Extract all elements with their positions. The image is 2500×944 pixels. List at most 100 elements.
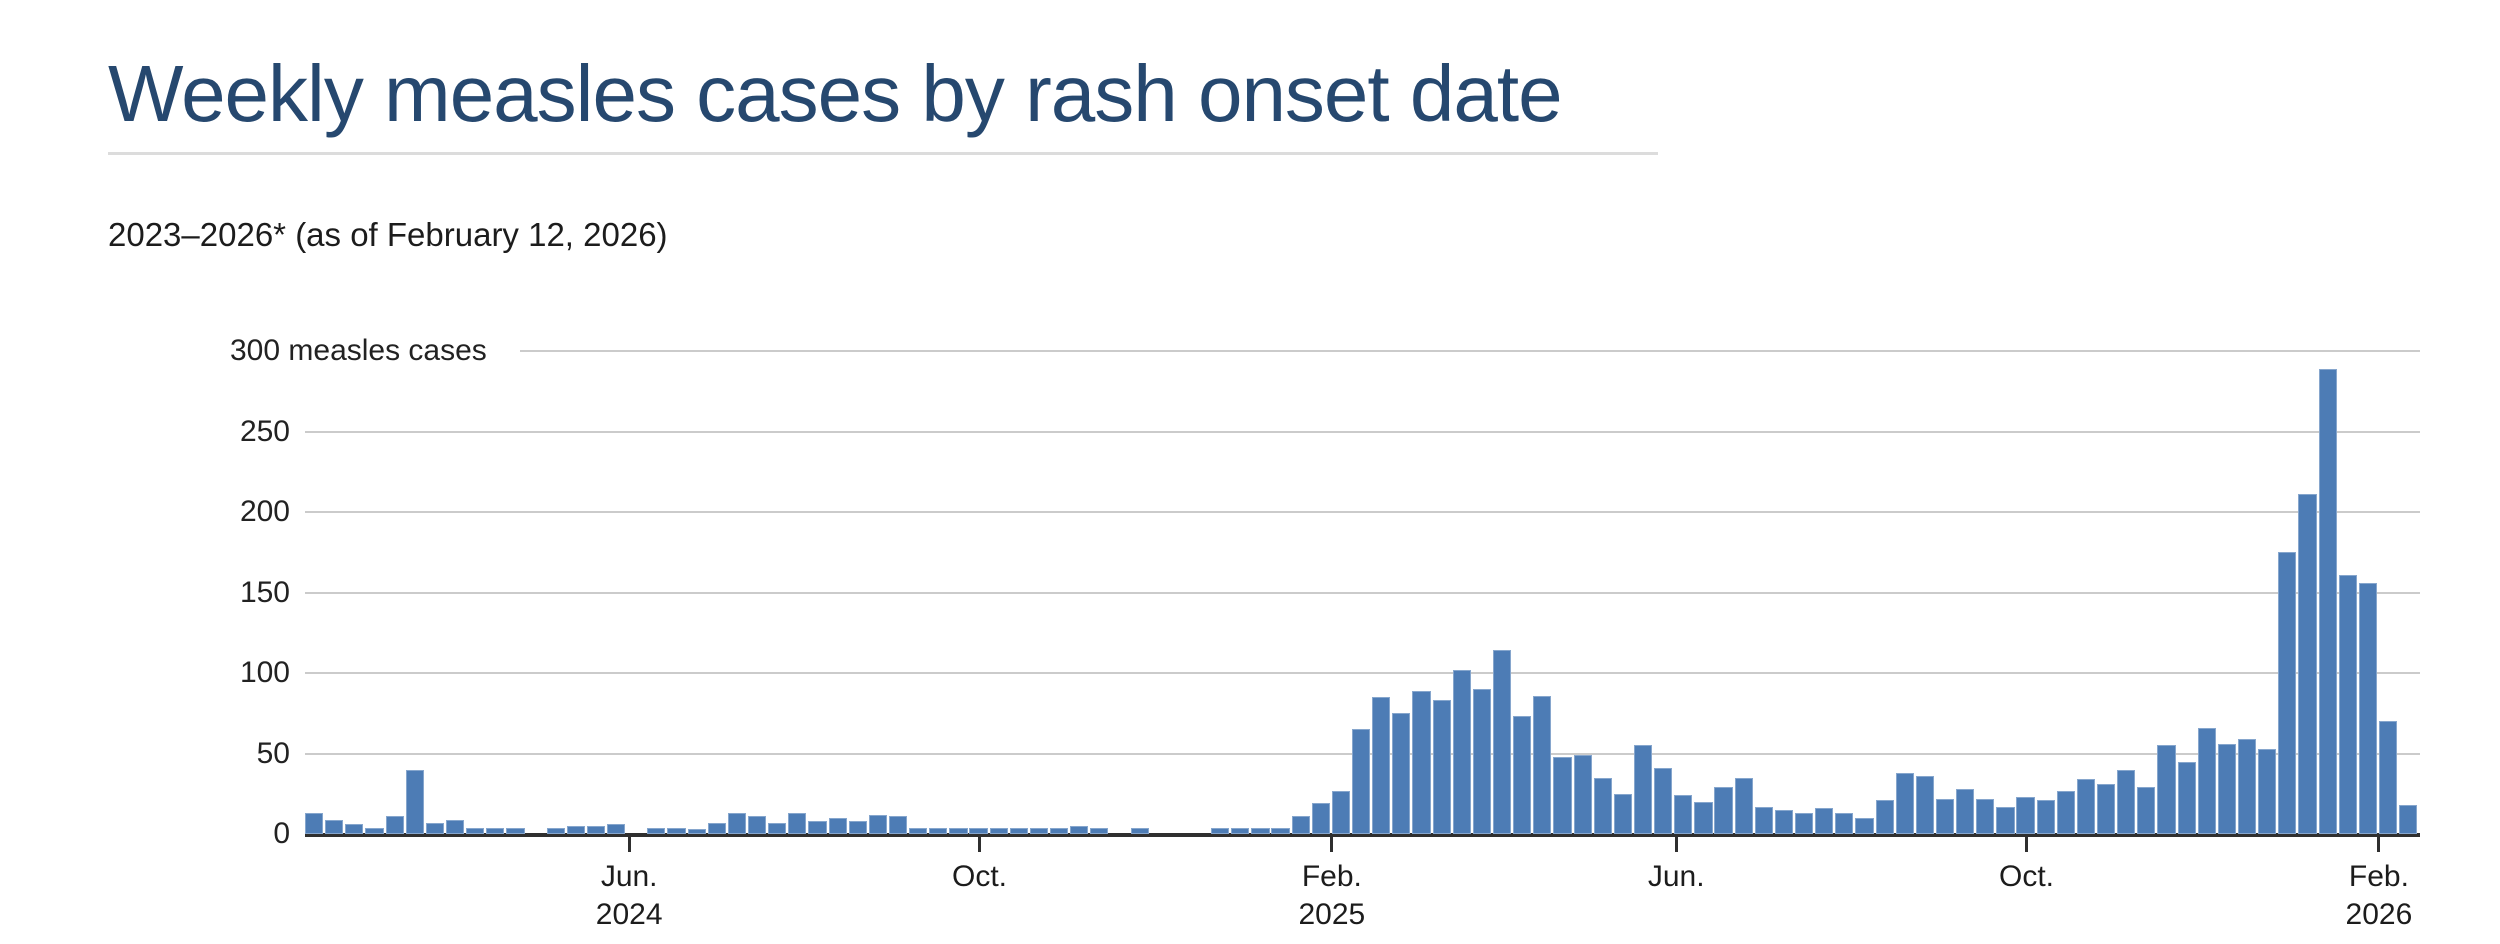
bar-week-76[interactable] <box>1835 813 1854 834</box>
bar-week-4[interactable] <box>385 816 404 834</box>
bar-week-17[interactable] <box>647 827 666 834</box>
bar-week-51[interactable] <box>1331 790 1351 834</box>
bar-week-62[interactable] <box>1553 756 1572 834</box>
bar-week-61[interactable] <box>1533 695 1552 834</box>
x-axis-tick-2 <box>1330 834 1334 852</box>
bar-week-72[interactable] <box>1754 806 1773 834</box>
bar-week-103[interactable] <box>2378 721 2398 834</box>
bar-week-102[interactable] <box>2358 582 2377 834</box>
bar-week-20[interactable] <box>707 822 726 834</box>
bar-week-53[interactable] <box>1372 697 1391 834</box>
bar-week-1[interactable] <box>325 819 344 834</box>
bar-week-63[interactable] <box>1573 755 1592 834</box>
bar-week-25[interactable] <box>808 821 827 834</box>
bar-week-18[interactable] <box>667 827 686 834</box>
bar-week-22[interactable] <box>747 816 767 834</box>
bar-week-15[interactable] <box>607 824 626 834</box>
bar-week-104[interactable] <box>2399 805 2418 834</box>
bar-week-30[interactable] <box>909 827 928 834</box>
bar-week-49[interactable] <box>1291 816 1310 834</box>
bar-week-55[interactable] <box>1412 690 1431 834</box>
bar-week-56[interactable] <box>1432 700 1451 834</box>
bar-week-91[interactable] <box>2137 787 2156 834</box>
bar-week-7[interactable] <box>445 819 465 834</box>
bar-week-96[interactable] <box>2237 739 2257 834</box>
bar-week-65[interactable] <box>1613 793 1632 834</box>
bar-week-34[interactable] <box>989 827 1008 834</box>
bar-week-39[interactable] <box>1090 827 1109 834</box>
bar-week-57[interactable] <box>1452 669 1471 834</box>
bar-week-41[interactable] <box>1130 827 1149 834</box>
bar-week-82[interactable] <box>1956 788 1975 834</box>
bar-week-83[interactable] <box>1976 798 1995 834</box>
bar-week-0[interactable] <box>305 813 324 834</box>
bar-week-47[interactable] <box>1251 827 1270 834</box>
bar-week-36[interactable] <box>1029 827 1049 834</box>
bar-week-29[interactable] <box>888 816 908 834</box>
bar-week-88[interactable] <box>2076 779 2096 834</box>
bar-week-10[interactable] <box>506 827 525 834</box>
bar-week-33[interactable] <box>969 827 988 834</box>
bar-week-32[interactable] <box>949 827 968 834</box>
bar-week-3[interactable] <box>365 827 384 834</box>
bar-week-6[interactable] <box>425 822 444 834</box>
bar-week-100[interactable] <box>2318 368 2337 834</box>
bar-week-90[interactable] <box>2117 769 2136 834</box>
bar-week-50[interactable] <box>1311 803 1330 834</box>
bar-week-101[interactable] <box>2338 574 2357 834</box>
bar-week-84[interactable] <box>1996 806 2015 834</box>
bar-week-78[interactable] <box>1875 800 1894 834</box>
bar-week-28[interactable] <box>868 814 887 834</box>
bar-week-75[interactable] <box>1815 808 1834 834</box>
bar-week-70[interactable] <box>1714 787 1733 834</box>
bar-week-52[interactable] <box>1352 729 1371 834</box>
bar-week-69[interactable] <box>1694 801 1713 834</box>
bar-week-89[interactable] <box>2097 784 2116 834</box>
bar-week-74[interactable] <box>1794 813 1814 834</box>
bar-week-45[interactable] <box>1211 827 1230 834</box>
bar-week-60[interactable] <box>1513 716 1532 834</box>
bar-week-9[interactable] <box>486 827 505 834</box>
bar-week-97[interactable] <box>2258 748 2277 834</box>
bar-week-23[interactable] <box>768 822 787 834</box>
bar-week-12[interactable] <box>546 827 565 834</box>
bar-week-14[interactable] <box>586 825 606 834</box>
bar-week-19[interactable] <box>687 829 706 834</box>
bar-week-92[interactable] <box>2157 745 2176 834</box>
bar-week-71[interactable] <box>1734 777 1753 834</box>
bar-week-64[interactable] <box>1593 777 1612 834</box>
bar-week-93[interactable] <box>2177 761 2196 834</box>
bar-week-2[interactable] <box>345 824 364 834</box>
bar-week-48[interactable] <box>1271 827 1290 834</box>
bar-week-38[interactable] <box>1070 825 1089 834</box>
bar-week-85[interactable] <box>2016 796 2035 834</box>
bar-week-59[interactable] <box>1492 650 1512 834</box>
bar-week-58[interactable] <box>1472 689 1492 834</box>
bar-week-21[interactable] <box>727 813 747 834</box>
bar-week-46[interactable] <box>1231 827 1250 834</box>
bar-week-81[interactable] <box>1935 798 1955 834</box>
bar-week-54[interactable] <box>1392 713 1411 834</box>
bar-week-8[interactable] <box>466 827 485 834</box>
bar-week-31[interactable] <box>929 827 948 834</box>
bar-week-94[interactable] <box>2197 727 2216 834</box>
bar-week-5[interactable] <box>405 769 424 834</box>
bar-week-99[interactable] <box>2298 494 2317 834</box>
bar-week-26[interactable] <box>828 817 847 834</box>
bar-week-13[interactable] <box>566 825 585 834</box>
bar-week-80[interactable] <box>1915 776 1934 834</box>
bar-week-24[interactable] <box>788 813 807 834</box>
bar-week-98[interactable] <box>2278 552 2297 834</box>
bar-week-35[interactable] <box>1009 827 1028 834</box>
bar-week-67[interactable] <box>1654 767 1673 834</box>
bar-week-68[interactable] <box>1674 795 1693 834</box>
bar-week-77[interactable] <box>1855 817 1874 834</box>
bar-week-37[interactable] <box>1049 827 1069 834</box>
bar-week-95[interactable] <box>2217 743 2236 834</box>
bar-week-73[interactable] <box>1774 809 1794 834</box>
bar-week-27[interactable] <box>848 821 867 834</box>
bar-week-79[interactable] <box>1895 772 1914 834</box>
bar-week-66[interactable] <box>1633 745 1653 834</box>
bar-week-86[interactable] <box>2036 800 2055 834</box>
bar-week-87[interactable] <box>2056 790 2075 834</box>
